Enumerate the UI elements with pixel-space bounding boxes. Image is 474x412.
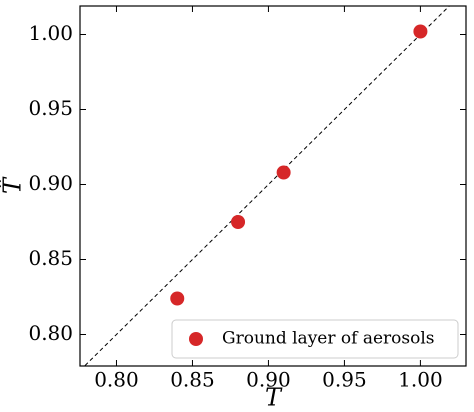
legend-label: Ground layer of aerosols xyxy=(222,329,435,349)
y-tick-label: 0.85 xyxy=(28,246,73,270)
point xyxy=(413,24,428,39)
y-tick-label: 0.95 xyxy=(28,96,73,120)
legend-box xyxy=(171,319,459,359)
y-tick-label: 1.00 xyxy=(28,21,73,45)
x-tick-label: 0.80 xyxy=(94,368,139,392)
point xyxy=(170,291,185,306)
x-tick-label: 1.00 xyxy=(398,368,443,392)
plot-frame xyxy=(79,5,467,367)
x-tick-label: 0.85 xyxy=(170,368,215,392)
y-tick-label: 0.90 xyxy=(28,171,73,195)
point xyxy=(276,165,291,180)
y-tick-label: 0.80 xyxy=(28,321,73,345)
identity-line xyxy=(83,6,450,366)
x-tick-label: 0.90 xyxy=(246,368,291,392)
legend-marker xyxy=(189,332,203,346)
x-tick-label: 0.95 xyxy=(322,368,367,392)
y-axis-label: T̂ xyxy=(0,176,27,194)
point xyxy=(231,215,246,229)
x-axis-label: T xyxy=(265,384,283,412)
